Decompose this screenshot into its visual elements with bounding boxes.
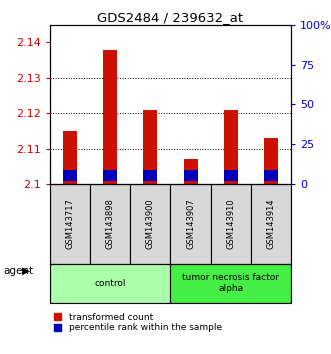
Legend: transformed count, percentile rank within the sample: transformed count, percentile rank withi… xyxy=(54,313,222,332)
Text: GSM143717: GSM143717 xyxy=(65,199,74,249)
Text: control: control xyxy=(94,279,126,288)
Text: tumor necrosis factor
alpha: tumor necrosis factor alpha xyxy=(182,274,279,293)
Text: GSM143910: GSM143910 xyxy=(226,199,235,249)
Text: GSM143898: GSM143898 xyxy=(106,199,115,249)
Title: GDS2484 / 239632_at: GDS2484 / 239632_at xyxy=(97,11,244,24)
Text: ▶: ▶ xyxy=(22,266,29,276)
Text: GSM143907: GSM143907 xyxy=(186,199,195,249)
Bar xyxy=(50,264,170,303)
Bar xyxy=(224,170,238,181)
Text: agent: agent xyxy=(3,266,33,276)
Text: GSM143900: GSM143900 xyxy=(146,199,155,249)
Bar xyxy=(170,264,291,303)
Bar xyxy=(103,170,117,181)
Bar xyxy=(264,170,278,181)
Bar xyxy=(130,184,170,264)
Text: GSM143914: GSM143914 xyxy=(267,199,276,249)
Bar xyxy=(170,184,211,264)
Bar xyxy=(50,184,90,264)
Bar xyxy=(63,131,77,184)
Bar xyxy=(264,138,278,184)
Bar xyxy=(63,170,77,181)
Bar xyxy=(90,184,130,264)
Bar xyxy=(184,170,198,181)
Bar xyxy=(211,184,251,264)
Bar xyxy=(143,110,157,184)
Bar xyxy=(251,184,291,264)
Bar xyxy=(143,170,157,181)
Bar xyxy=(103,50,117,184)
Bar xyxy=(184,159,198,184)
Bar xyxy=(224,110,238,184)
